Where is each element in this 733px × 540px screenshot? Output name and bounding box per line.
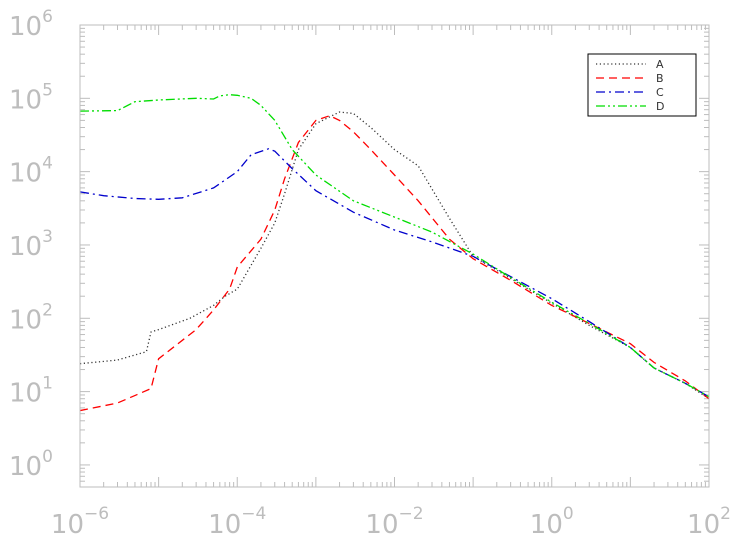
legend-label-d: D [656,100,664,113]
y-tick-label: 101 [9,374,53,409]
x-tick-label: 10−2 [365,504,423,540]
y-tick-label: 100 [9,447,53,482]
y-tick-label: 103 [9,227,53,262]
axis-ticks [79,24,710,488]
x-tick-labels: 10−6 10−4 10−2 100 102 [51,504,731,540]
legend-label-b: B [656,72,664,85]
legend-label-a: A [656,58,664,71]
x-tick-label: 10−4 [208,504,266,540]
series-lines [80,94,709,412]
series-line-d [80,94,709,398]
plot-frame [79,24,710,488]
legend-label-c: C [656,86,664,99]
y-tick-label: 104 [9,154,53,189]
series-line-b [80,114,709,412]
x-tick-label: 102 [687,504,731,540]
y-tick-label: 105 [9,80,53,115]
legend-box [587,53,697,117]
y-tick-labels: 100 101 102 103 104 105 106 [9,7,53,482]
x-tick-label: 10−6 [51,504,109,540]
y-tick-label: 106 [9,7,53,42]
y-tick-label: 102 [9,300,53,335]
series-line-a [80,111,709,400]
x-tick-label: 100 [530,504,574,540]
series-line-c [80,148,709,398]
